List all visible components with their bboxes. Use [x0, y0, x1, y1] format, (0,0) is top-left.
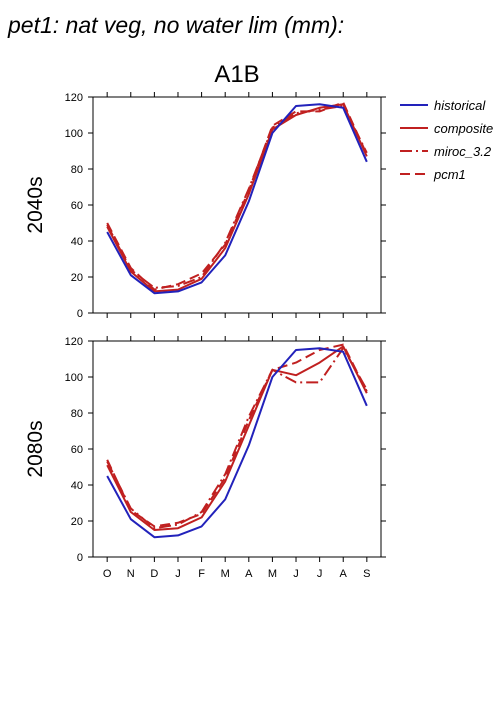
legend: historical composite miroc_3.2 pcm1	[400, 98, 493, 182]
y-tick-label: 100	[65, 128, 83, 140]
figure-title: pet1: nat veg, no water lim (mm):	[7, 12, 344, 38]
y-tick-label: 0	[77, 552, 83, 564]
x-tick-label: J	[293, 568, 299, 580]
series-line-composite	[106, 103, 368, 293]
x-tick-label: S	[363, 568, 370, 580]
series-line-pcm1	[106, 101, 368, 291]
x-tick-label: M	[268, 568, 277, 580]
y-tick-label: 120	[65, 92, 83, 104]
panel-label: 2040s	[24, 176, 47, 233]
y-tick-label: 60	[71, 200, 83, 212]
x-tick-label: A	[245, 568, 253, 580]
y-tick-label: 120	[65, 336, 83, 348]
series-line-historical	[106, 103, 368, 295]
y-tick-label: 80	[71, 164, 83, 176]
series-line-miroc-3-2	[106, 347, 368, 530]
legend-label: pcm1	[433, 167, 466, 182]
series-line-historical	[106, 347, 368, 539]
x-tick-label: N	[127, 568, 135, 580]
y-tick-label: 40	[71, 480, 83, 492]
x-tick-label: J	[175, 568, 181, 580]
x-tick-label: J	[317, 568, 323, 580]
y-tick-label: 0	[77, 308, 83, 320]
legend-label: miroc_3.2	[434, 144, 492, 159]
panel-2080s: 0 20 40 60 80 100 120 O N D J F M A M J J A S 2080s	[24, 336, 386, 580]
series-line-composite	[106, 345, 368, 531]
x-tick-label: D	[150, 568, 158, 580]
panel-2040s: 0 20 40 60 80 100 120 2040s	[24, 92, 386, 320]
x-tick-label: A	[340, 568, 348, 580]
x-tick-label: F	[198, 568, 205, 580]
plot-frame	[92, 96, 382, 314]
y-tick-label: 80	[71, 408, 83, 420]
y-tick-label: 20	[71, 516, 83, 528]
y-tick-label: 100	[65, 372, 83, 384]
x-tick-label: M	[221, 568, 230, 580]
series-line-miroc-3-2	[106, 105, 368, 289]
scenario-subtitle: A1B	[214, 61, 259, 88]
y-tick-label: 20	[71, 272, 83, 284]
legend-label: historical	[434, 98, 486, 113]
legend-label: composite	[434, 121, 493, 136]
x-tick-label: O	[103, 568, 112, 580]
plot-frame	[92, 340, 382, 558]
y-tick-label: 40	[71, 236, 83, 248]
panel-label: 2080s	[24, 420, 47, 477]
y-tick-label: 60	[71, 444, 83, 456]
